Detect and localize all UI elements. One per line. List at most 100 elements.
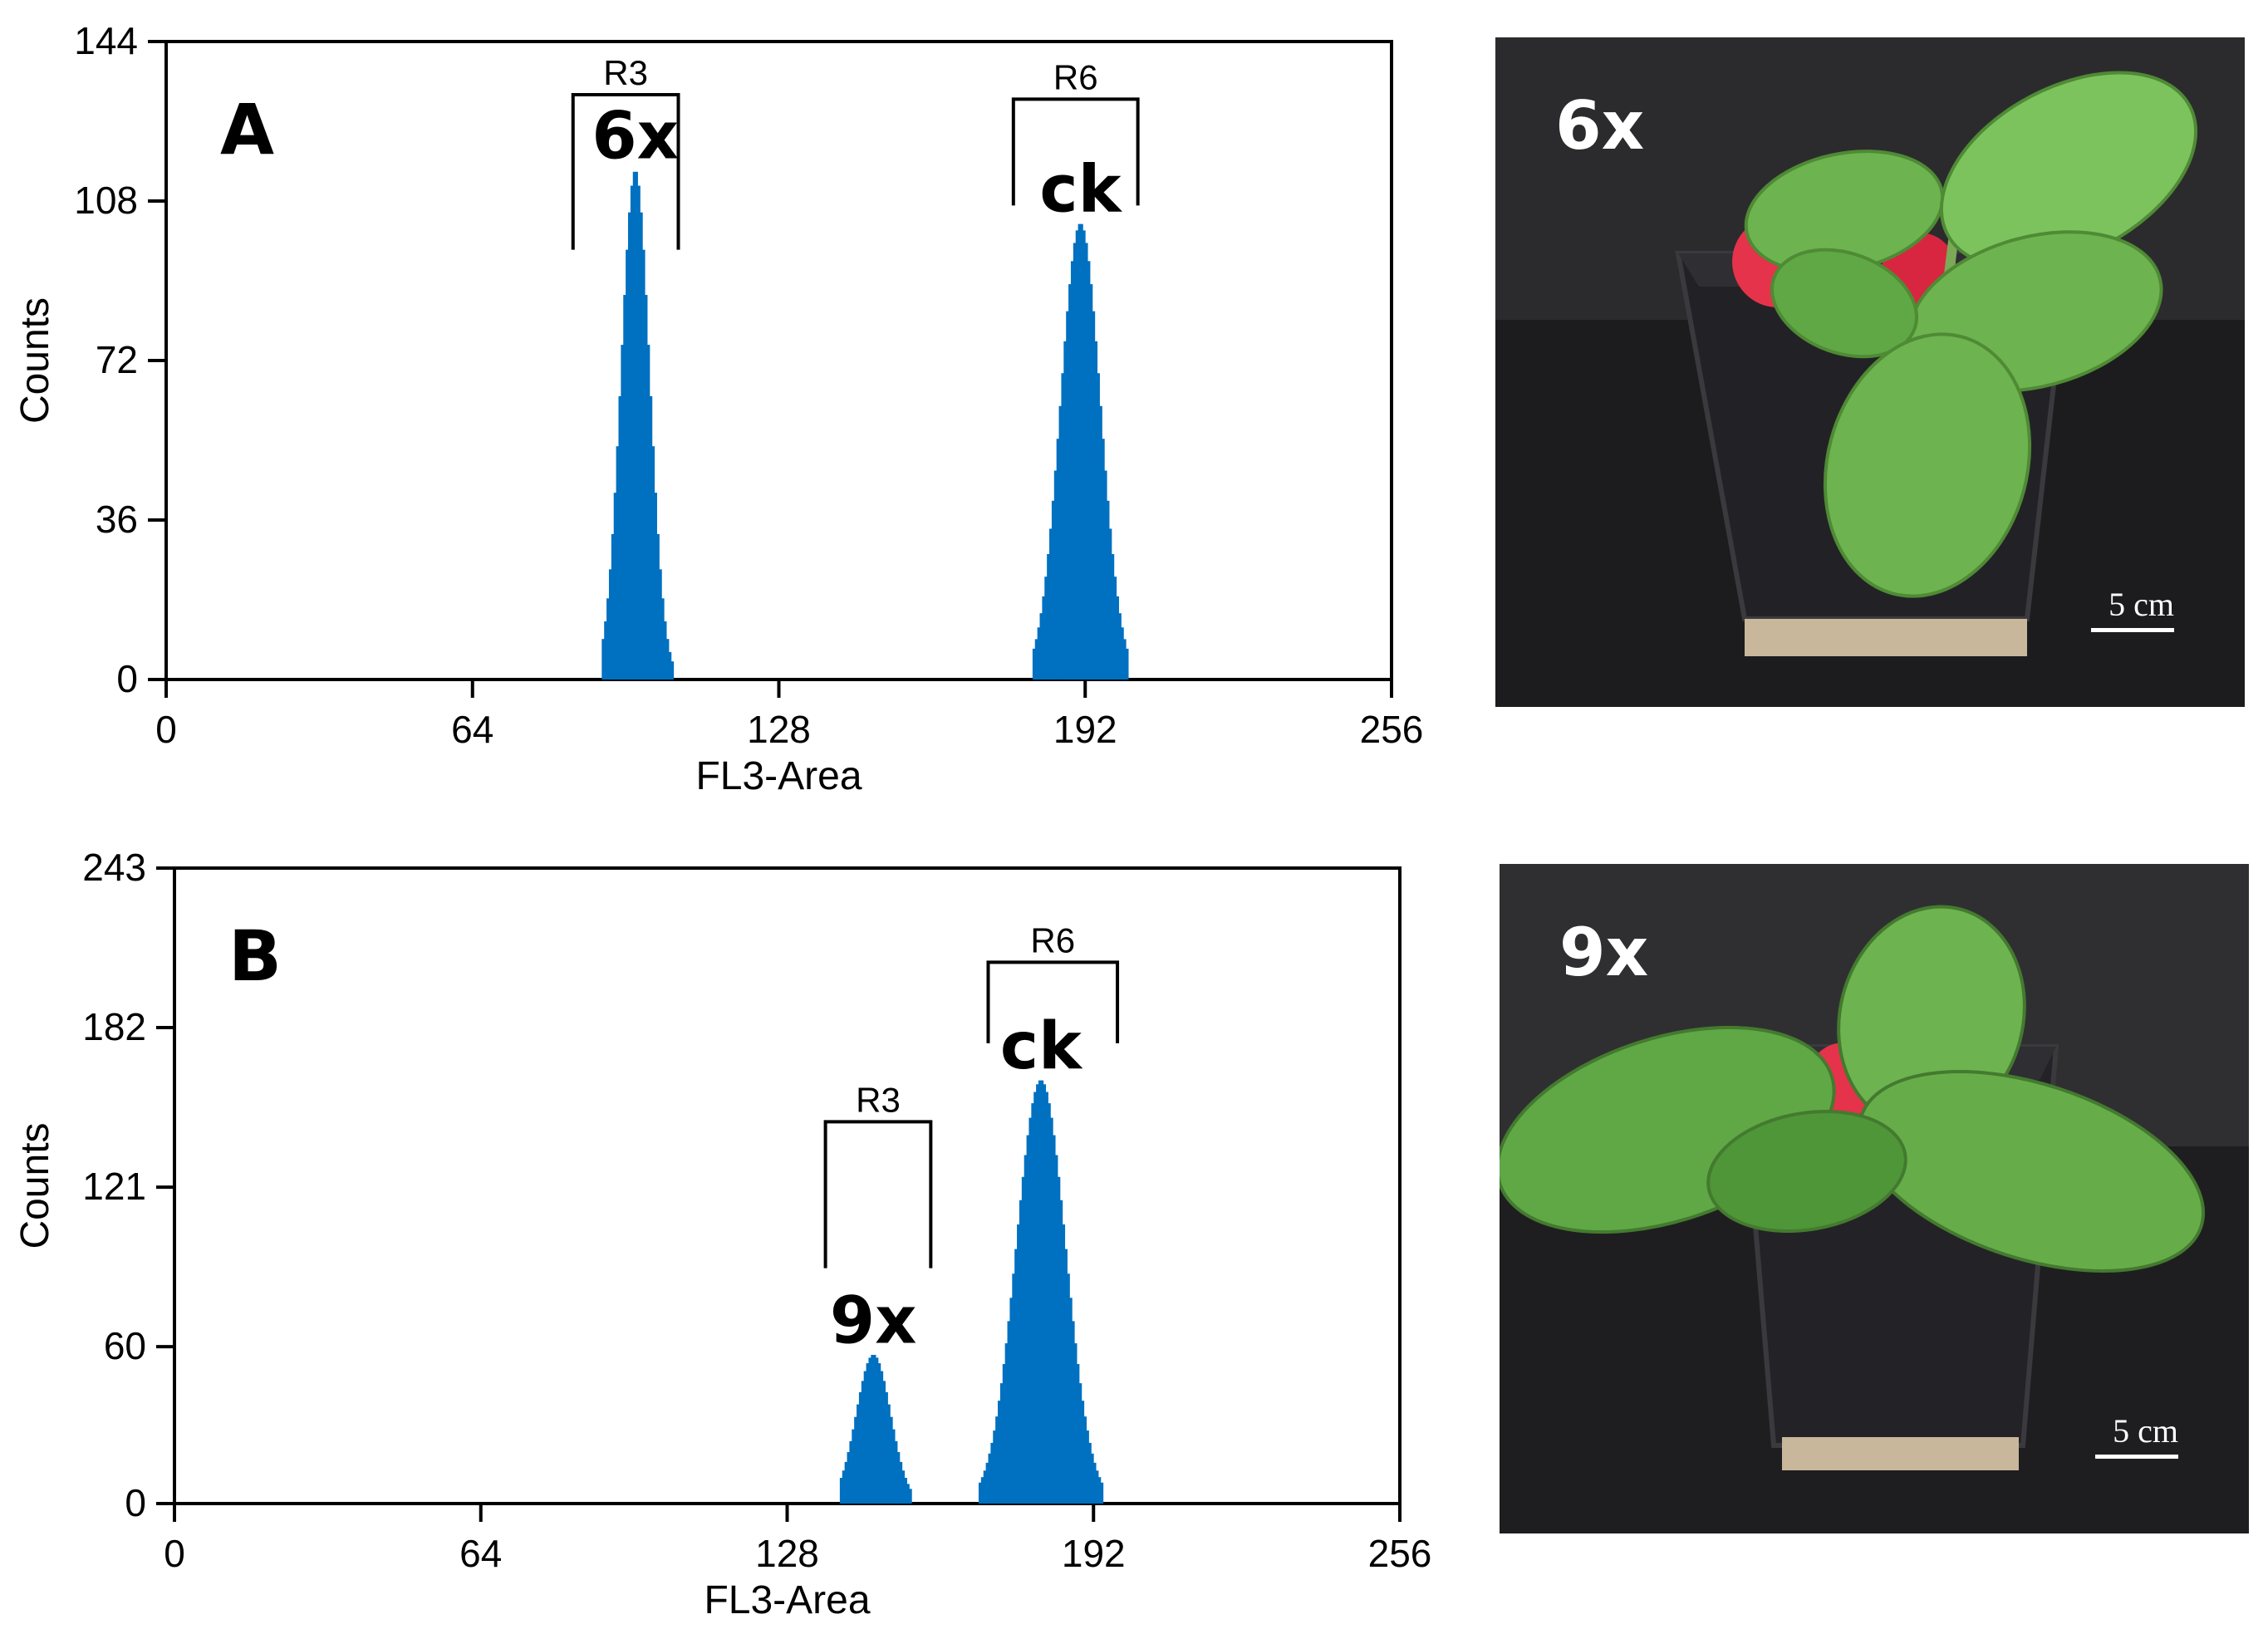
scale-bar-label: 5 cm (2108, 586, 2174, 623)
histogram-bar (1072, 1321, 1075, 1504)
histogram-bar (892, 1429, 896, 1504)
histogram-bar (670, 661, 675, 680)
histogram-bar (1019, 1200, 1023, 1504)
histogram-bar (1066, 311, 1069, 680)
y-axis-label: Counts (13, 1122, 57, 1249)
histogram-bar (868, 1357, 871, 1504)
scale-bar-label: 5 cm (2113, 1412, 2178, 1450)
histogram-bar (1121, 627, 1124, 680)
x-tick-label: 256 (1360, 708, 1424, 751)
histogram-bar (1050, 1117, 1053, 1504)
histogram-bar (1082, 230, 1086, 680)
histogram-bar (995, 1416, 999, 1504)
histogram-bar (1004, 1343, 1008, 1504)
histogram-bar (642, 249, 646, 680)
histogram-bar (839, 1478, 843, 1504)
histogram-bar (1042, 596, 1045, 680)
histogram-bar (1104, 470, 1107, 680)
histogram-bar (1033, 1092, 1037, 1504)
histogram-bar (1051, 500, 1055, 680)
plot-frame (173, 866, 1402, 1505)
histogram-bar (630, 185, 634, 680)
histogram-bar (651, 446, 655, 680)
histogram-bar (1002, 1364, 1006, 1504)
histogram-bar (1087, 261, 1091, 680)
histogram-bar (897, 1452, 901, 1504)
histogram-bar (616, 446, 619, 680)
x-tick-label: 192 (1062, 1532, 1126, 1575)
histogram-bar (1118, 613, 1122, 680)
histogram-bar (1056, 439, 1059, 680)
x-tick-label: 64 (459, 1532, 502, 1575)
histogram-bar (1099, 405, 1102, 680)
histogram-bar (1088, 1442, 1092, 1504)
histogram-bar (852, 1429, 855, 1504)
histogram-bar (1062, 1224, 1066, 1504)
histogram-bar (626, 249, 629, 680)
y-tick-label: 182 (82, 1005, 146, 1048)
gate-bracket (571, 93, 680, 250)
histogram-bar (1080, 223, 1083, 680)
histogram-bar (601, 639, 605, 680)
histogram-bar (901, 1470, 906, 1504)
peak-label: 6x (592, 100, 679, 174)
histogram-bar (885, 1391, 888, 1504)
histogram-bar (1045, 1092, 1048, 1504)
histogram-bar (1064, 1249, 1068, 1504)
histogram-bar (664, 621, 667, 680)
histogram-bar (1043, 1084, 1047, 1504)
gate-bracket (823, 1120, 933, 1268)
histogram-bar (1036, 1084, 1039, 1504)
histogram-bar (1049, 528, 1053, 680)
histogram-bar (1017, 1224, 1020, 1504)
y-tick-label: 0 (125, 1481, 146, 1524)
histogram-bar (608, 569, 612, 680)
x-axis-label: FL3-Area (695, 754, 862, 798)
histogram-bar (1100, 1482, 1104, 1504)
histogram-bar (1067, 1273, 1070, 1504)
gate-label: R3 (856, 1080, 901, 1119)
y-tick-label: 121 (82, 1165, 146, 1208)
histogram-bar (999, 1383, 1004, 1504)
histogram-bar (1092, 311, 1096, 680)
histogram-bar (1094, 341, 1098, 680)
histogram-bar (640, 212, 643, 680)
histogram-bar (666, 639, 670, 680)
histogram-bar (1074, 1343, 1078, 1504)
histogram-bar (871, 1354, 874, 1504)
histogram-bar (618, 395, 621, 680)
plant-photo-9x: 9x 5 cm (1500, 864, 2249, 1533)
histogram-bar (1073, 243, 1077, 680)
histogram-bar (985, 1462, 989, 1504)
histogram-bar (659, 569, 662, 680)
histogram-bar (1090, 284, 1093, 680)
x-tick-label: 192 (1053, 708, 1117, 751)
histogram-bar (983, 1470, 987, 1504)
histogram-charts: 0 36 72 108 144 0 64 128 192 256 FL3-Area Counts A 6x… (13, 19, 1431, 1622)
histogram-bar (632, 171, 636, 680)
histogram-bar (613, 493, 617, 680)
histogram-bar (842, 1470, 846, 1504)
histogram-bar (1012, 1273, 1015, 1504)
gate-label: R3 (603, 53, 648, 92)
histogram-bar (1024, 1155, 1027, 1504)
histogram-bar (880, 1371, 884, 1504)
histogram-bar (909, 1489, 912, 1504)
histogram-bar (876, 1357, 879, 1504)
histogram-bar (1040, 1080, 1044, 1504)
histogram-bar (1037, 627, 1040, 680)
histogram-bar (1047, 554, 1050, 680)
histogram-bar (1078, 1383, 1082, 1504)
histogram-bar (1031, 1103, 1034, 1504)
histogram-bar (844, 1461, 847, 1504)
y-tick-label: 144 (74, 19, 138, 62)
scale-bar (2091, 628, 2174, 632)
peak-label: ck (1039, 153, 1122, 228)
x-tick-label: 0 (164, 1532, 185, 1575)
histogram-bar (895, 1440, 898, 1504)
gate-bracket (986, 960, 1120, 1043)
histogram-bar (649, 395, 653, 680)
ploidy-label-6x: 6x (1555, 87, 1645, 164)
histogram-bar (1097, 373, 1100, 680)
